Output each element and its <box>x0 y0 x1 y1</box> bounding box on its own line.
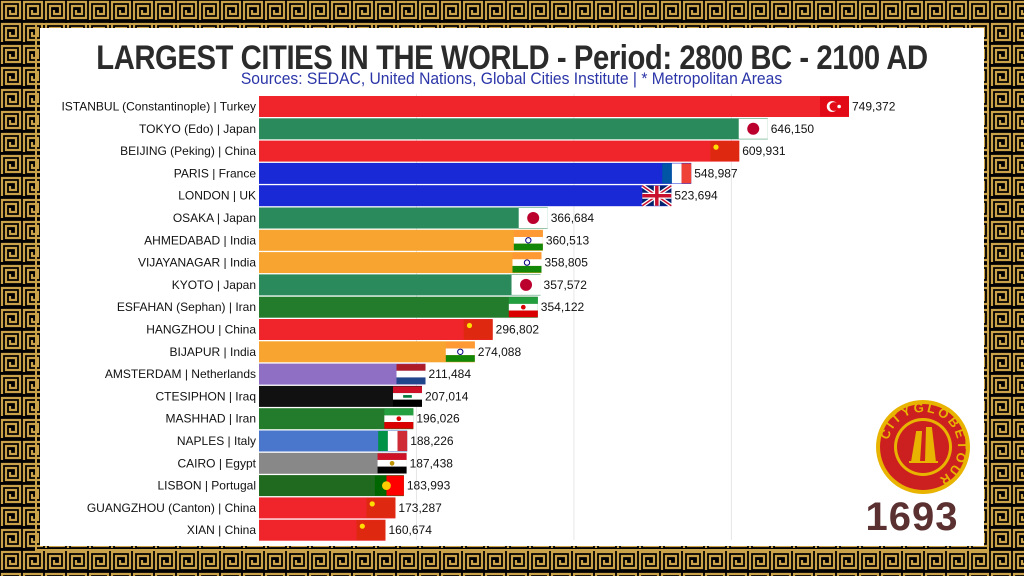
bar <box>259 319 493 340</box>
category-label: LONDON | UK <box>178 189 256 203</box>
bar <box>259 96 849 117</box>
flag-italy-icon <box>378 431 408 451</box>
category-label: VIJAYANAGAR | India <box>138 256 256 270</box>
value-label: 183,993 <box>407 479 451 493</box>
category-label: GUANGZHOU (Canton) | China <box>87 501 256 515</box>
bar <box>259 385 422 407</box>
flag-japan-icon <box>511 274 541 295</box>
category-label: TOKYO (Edo) | Japan <box>139 122 256 136</box>
value-label: 523,694 <box>674 189 718 203</box>
flag-turkey-icon <box>820 96 849 117</box>
category-label: BEIJING (Peking) | China <box>120 144 256 158</box>
category-label: KYOTO | Japan <box>172 278 256 292</box>
value-label: 173,287 <box>398 501 442 515</box>
category-label: NAPLES | Italy <box>177 434 256 448</box>
value-label: 609,931 <box>742 144 786 158</box>
category-label: LISBON | Portugal <box>158 479 257 493</box>
bar <box>259 252 542 274</box>
value-label: 296,802 <box>496 323 540 337</box>
year-counter: 1693 <box>865 495 959 539</box>
category-label: XIAN | China <box>187 523 256 537</box>
flag-iraq-icon <box>392 386 422 407</box>
bar <box>259 118 768 140</box>
bar <box>259 475 404 497</box>
flag-iran-icon <box>384 408 414 429</box>
value-label: 211,484 <box>429 367 472 381</box>
bar <box>259 296 538 318</box>
page-title: LARGEST CITIES IN THE WORLD - Period: 28… <box>96 39 928 77</box>
globe-logo-icon: CITYGLOBETOUR <box>876 400 970 494</box>
category-label: PARIS | France <box>174 166 257 180</box>
flag-china-icon <box>356 520 386 541</box>
category-label: ESFAHAN (Sephan) | Iran <box>117 300 256 314</box>
value-label: 188,226 <box>410 434 454 448</box>
category-label: CTESIPHON | Iraq <box>156 389 256 403</box>
bar <box>259 452 407 474</box>
category-label: OSAKA | Japan <box>173 211 256 225</box>
value-label: 354,122 <box>541 300 585 314</box>
flag-china-icon <box>463 319 493 340</box>
category-label: AHMEDABAD | India <box>144 233 256 247</box>
bar <box>259 519 386 541</box>
category-label: HANGZHOU | China <box>146 323 256 337</box>
value-label: 366,684 <box>551 211 595 225</box>
value-label: 360,513 <box>546 233 590 247</box>
bar <box>259 408 414 430</box>
value-label: 160,674 <box>389 523 433 537</box>
bar <box>259 229 543 251</box>
value-label: 358,805 <box>544 256 588 270</box>
bar <box>259 162 692 184</box>
flag-uk-icon <box>641 184 673 208</box>
value-label: 357,572 <box>544 278 588 292</box>
bar <box>259 341 475 363</box>
flag-japan-icon <box>738 118 768 139</box>
flag-egypt-icon <box>377 453 407 474</box>
category-label: ISTANBUL (Constantinople) | Turkey <box>61 100 256 114</box>
category-label: CAIRO | Egypt <box>178 456 257 470</box>
value-label: 196,026 <box>416 412 460 426</box>
bar <box>259 207 548 229</box>
flag-india-icon <box>513 230 543 251</box>
bar <box>259 140 740 162</box>
chart-subtitle: Sources: SEDAC, United Nations, Global C… <box>240 69 783 88</box>
bar <box>259 497 396 519</box>
category-label: AMSTERDAM | Netherlands <box>105 367 256 381</box>
value-label: 749,372 <box>852 100 896 114</box>
value-label: 646,150 <box>771 122 815 136</box>
flag-portugal-icon <box>374 475 404 496</box>
bar <box>259 363 426 385</box>
flag-netherlands-icon <box>396 364 426 385</box>
flag-india-icon <box>445 341 475 362</box>
flag-japan-icon <box>518 208 548 228</box>
category-label: MASHHAD | Iran <box>166 412 256 426</box>
bar <box>259 274 541 296</box>
value-label: 548,987 <box>694 166 738 180</box>
bar <box>259 185 672 207</box>
value-label: 274,088 <box>478 345 522 359</box>
flag-iran-icon <box>508 297 538 318</box>
value-label: 187,438 <box>410 456 454 470</box>
value-label: 207,014 <box>425 389 469 403</box>
flag-china-icon <box>710 141 740 162</box>
bar <box>259 430 408 452</box>
category-label: BIJAPUR | India <box>170 345 257 359</box>
flag-france-icon <box>662 163 692 184</box>
flag-india-icon <box>512 252 542 273</box>
flag-china-icon <box>366 497 396 518</box>
